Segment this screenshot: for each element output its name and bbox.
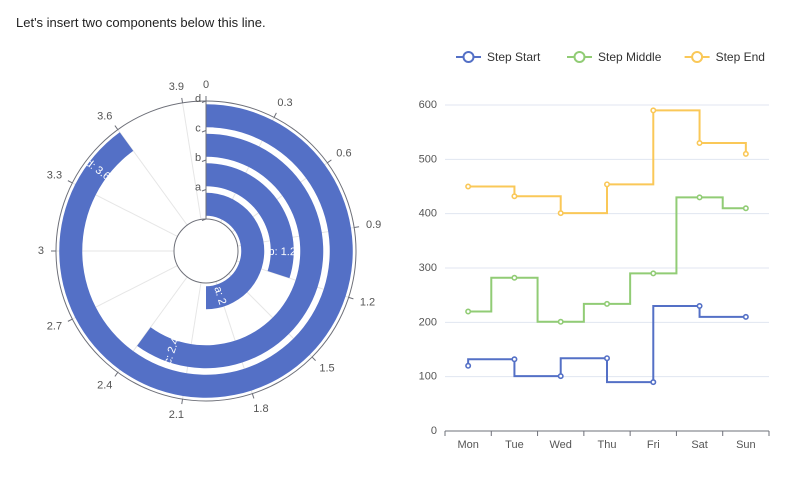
angle-axis-tick [181,97,184,103]
angle-tick-label: 2.4 [97,379,112,391]
data-point [511,193,518,200]
angle-tick-label: 3.3 [47,170,62,182]
radius-axis-tick [201,189,207,192]
angle-tick-label: 0.9 [366,219,381,231]
data-point [742,205,749,212]
data-point [696,303,703,310]
data-point [465,362,472,369]
angle-tick-label: 2.1 [169,409,184,421]
data-point [603,355,610,362]
legend-marker [691,51,704,63]
angle-axis-tick [327,159,332,164]
angle-tick-label: 1.2 [360,296,375,308]
data-point [557,210,564,217]
x-tick-label: Sat [691,439,708,451]
data-point [465,183,472,190]
y-tick-label: 100 [419,371,437,383]
x-tick-label: Wed [550,439,572,451]
data-point [650,107,657,114]
angle-axis-tick [251,393,255,399]
angle-axis-tick [114,125,119,130]
data-point [650,379,657,386]
angle-tick-label: 3 [38,245,44,257]
angle-axis-tick [311,356,316,361]
angle-tick-label: 3.9 [169,81,184,93]
intro-text: Let's insert two components below this l… [16,15,266,30]
x-tick-label: Mon [457,439,478,451]
angle-axis-tick [354,226,360,229]
data-point [603,181,610,188]
data-point [511,274,518,281]
radius-axis-tick [201,130,207,133]
data-point [511,356,518,363]
data-point [696,140,703,147]
x-tick-label: Sun [736,439,756,451]
angle-axis-tick [114,372,119,377]
data-point [696,194,703,201]
series-line-step-start [467,305,746,384]
angle-axis-tick [67,318,73,322]
polar-bar-chart: a: 2b: 1.2c: 2.4d: 3.6abcd00.30.60.91.21… [38,79,381,421]
data-point [557,318,564,325]
radius-axis-tick [201,159,207,162]
x-tick-label: Thu [598,439,617,451]
y-tick-label: 0 [431,425,437,437]
angle-tick-label: 1.5 [319,362,334,374]
y-tick-label: 200 [419,316,437,328]
x-tick-label: Fri [647,439,660,451]
radius-axis-tick [201,100,207,103]
angle-tick-label: 0.3 [277,97,292,109]
bar-data-label: b: 1.2 [268,246,296,258]
radius-category-label: c [195,122,201,134]
radial-bar-b [206,163,294,279]
legend-marker [573,51,586,63]
legend-item: Step End [684,50,765,64]
legend-label: Step End [716,50,765,64]
angle-axis-tick [181,399,184,405]
data-point [742,150,749,157]
angle-axis-tick [273,112,277,118]
radial-bar-c [137,133,324,369]
data-point [650,270,657,277]
y-tick-label: 400 [419,208,437,220]
radius-category-label: b [195,152,201,164]
legend-label: Step Start [487,50,541,64]
legend-marker [462,51,475,63]
data-point [557,373,564,380]
bar-data-label: a: 2 [211,285,228,306]
angle-axis-tick [67,180,73,184]
x-tick-label: Tue [505,439,524,451]
angle-grid-line [117,129,188,226]
angle-tick-label: 0 [203,79,209,91]
radius-category-label: d [195,93,201,105]
angle-grid-line [182,102,202,220]
angle-tick-label: 0.6 [336,147,351,159]
angle-axis-tick [348,296,354,300]
y-tick-label: 500 [419,153,437,165]
data-point [465,308,472,315]
legend-item: Step Start [456,50,541,64]
legend-item: Step Middle [567,50,662,64]
data-point [742,313,749,320]
y-tick-label: 600 [419,99,437,111]
data-point [603,300,610,307]
radial-bar-a [206,192,265,310]
angle-tick-label: 2.7 [47,320,62,332]
angle-tick-label: 1.8 [253,403,268,415]
legend-label: Step Middle [598,50,662,64]
radius-axis-tick [201,218,207,221]
angle-tick-label: 3.6 [97,111,112,123]
radius-category-label: a [195,181,202,193]
y-tick-label: 300 [419,262,437,274]
